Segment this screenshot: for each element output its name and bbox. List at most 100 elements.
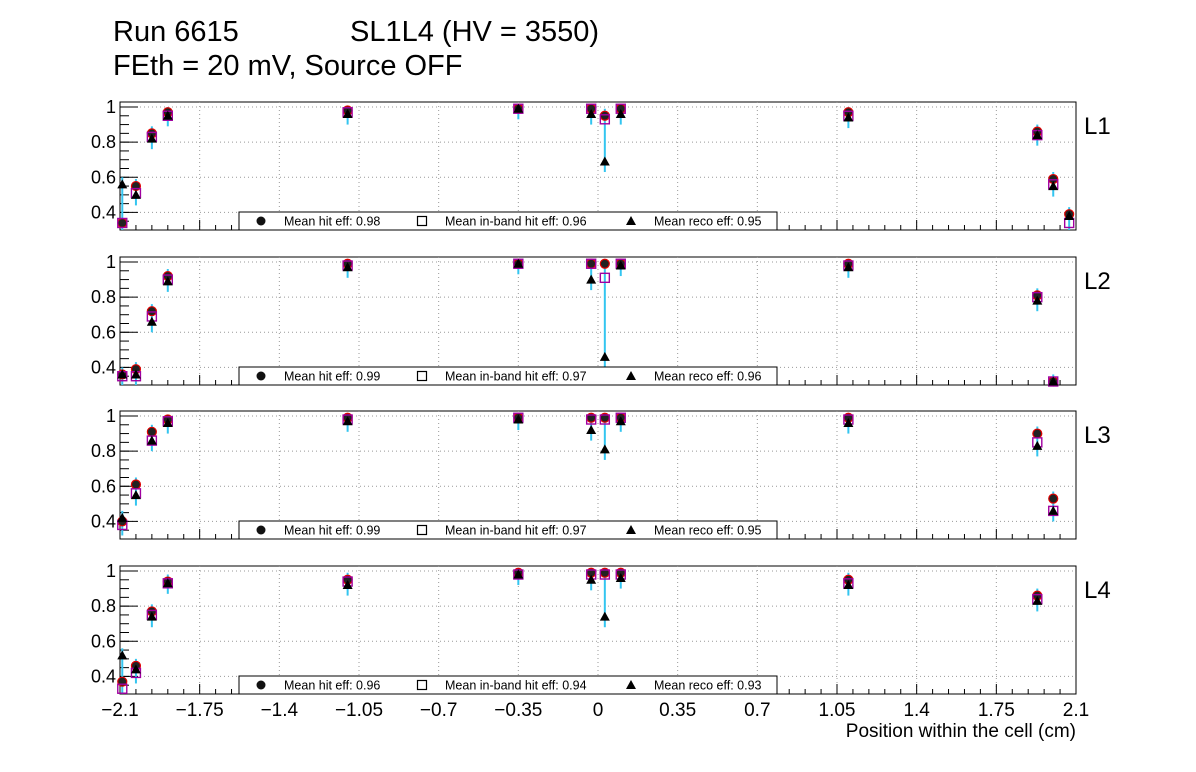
reco-eff-point <box>599 444 610 454</box>
hit-eff-point <box>599 110 610 121</box>
y-tick-label: 0.4 <box>91 202 116 222</box>
reco-eff-point <box>342 109 353 119</box>
reco-eff-point <box>130 369 141 379</box>
inband-eff-point <box>585 414 597 425</box>
reco-eff-point <box>162 418 173 428</box>
x-tick-label: −0.35 <box>494 700 542 721</box>
reco-eff-point <box>513 414 524 424</box>
reco-eff-point <box>1048 376 1059 386</box>
reco-eff-point <box>1032 440 1043 450</box>
reco-eff-point <box>146 611 157 621</box>
reco-eff-point <box>599 611 610 621</box>
y-tick-label: 0.6 <box>91 631 116 651</box>
run-title: Run 6615 <box>113 16 239 48</box>
x-tick-label: 1.75 <box>978 700 1015 721</box>
y-tick-label: 0.6 <box>91 476 116 496</box>
reco-eff-point <box>586 274 597 284</box>
reco-eff-point <box>586 574 597 584</box>
legend-entry: Mean reco eff: 0.96 <box>654 370 762 384</box>
x-tick-label: 0.35 <box>659 700 696 721</box>
panel-l3: 0.4 0.6 0.8 1 L3 Mean hit eff: 0.99 Mean in-ba… <box>91 406 1111 540</box>
inband-eff-point <box>585 258 597 269</box>
legend-box <box>238 211 778 231</box>
y-tick-label: 0.8 <box>91 287 116 307</box>
x-tick-label: 0 <box>593 700 604 721</box>
reco-eff-point <box>615 109 626 119</box>
reco-eff-point <box>513 103 524 113</box>
panel-label: L3 <box>1084 422 1111 449</box>
y-tick-label: 0.6 <box>91 322 116 342</box>
reco-eff-point <box>586 109 597 119</box>
legend-hit-marker <box>256 216 266 226</box>
legend-entry: Mean hit eff: 0.99 <box>284 370 380 384</box>
legend-inband-marker <box>416 524 428 536</box>
reco-eff-point <box>586 425 597 435</box>
legend-entry: Mean hit eff: 0.99 <box>284 524 380 538</box>
x-tick-label: 2.1 <box>1063 700 1089 721</box>
legend-inband-marker <box>416 679 428 691</box>
x-tick-label: −1.4 <box>261 700 299 721</box>
y-tick-label: 1 <box>106 252 116 272</box>
reco-eff-point <box>162 110 173 120</box>
panel-l4: 0.4 0.6 0.8 1 L4 Mean hit eff: 0.96 Mean in-ba… <box>91 561 1111 695</box>
hit-eff-point <box>586 258 597 269</box>
legend-entry: Mean hit eff: 0.96 <box>284 679 380 693</box>
x-tick-label: 1.05 <box>819 700 856 721</box>
y-tick-label: 1 <box>106 561 116 581</box>
x-tick-label: 0.7 <box>744 700 770 721</box>
reco-eff-point <box>843 262 854 272</box>
legend-box <box>238 520 778 540</box>
legend-inband-marker <box>416 370 428 382</box>
panel-l2: 0.4 0.6 0.8 1 L2 Mean hit eff: 0.99 Mean in-ba… <box>91 252 1111 387</box>
reco-eff-point <box>513 569 524 579</box>
legend-inband-marker <box>416 215 428 227</box>
conditions-title: FEth = 20 mV, Source OFF <box>113 50 463 82</box>
reco-eff-point <box>1064 210 1075 220</box>
legend-reco-marker <box>626 680 636 689</box>
reco-eff-point <box>615 416 626 426</box>
legend-box <box>238 675 778 695</box>
hit-eff-point <box>117 217 128 229</box>
inband-eff-point <box>117 217 128 229</box>
panel-label: L2 <box>1084 268 1111 295</box>
reco-eff-point <box>117 369 128 379</box>
inband-eff-point <box>599 114 611 125</box>
legend-entry: Mean in-band hit eff: 0.97 <box>445 524 587 538</box>
y-tick-label: 0.8 <box>91 132 116 152</box>
reco-eff-point <box>146 133 157 143</box>
reco-eff-point <box>615 260 626 270</box>
reco-eff-point <box>1048 181 1059 191</box>
legend-entry: Mean in-band hit eff: 0.94 <box>445 679 587 693</box>
reco-eff-point <box>342 262 353 272</box>
y-tick-label: 1 <box>106 97 116 117</box>
x-axis-label: Position within the cell (cm) <box>846 721 1076 742</box>
reco-eff-point <box>843 112 854 122</box>
reco-eff-point <box>513 258 524 268</box>
panel-label: L4 <box>1084 577 1111 604</box>
legend-entry: Mean in-band hit eff: 0.96 <box>445 215 587 229</box>
hit-eff-point <box>1048 493 1059 504</box>
reco-eff-point <box>843 418 854 428</box>
hit-eff-point <box>1032 428 1043 439</box>
legend-box <box>238 366 778 386</box>
legend-entry: Mean in-band hit eff: 0.97 <box>445 370 587 384</box>
reco-eff-point <box>599 351 610 361</box>
y-tick-label: 0.4 <box>91 511 116 531</box>
reco-eff-point <box>342 580 353 590</box>
inband-eff-point <box>599 569 611 580</box>
legend-reco-marker <box>626 525 636 534</box>
y-tick-label: 0.4 <box>91 357 116 377</box>
y-tick-label: 1 <box>106 406 116 426</box>
x-tick-label: −1.05 <box>335 700 383 721</box>
x-tick-label: −1.75 <box>176 700 224 721</box>
reco-eff-point <box>1048 505 1059 515</box>
legend-reco-marker <box>626 371 636 380</box>
reco-eff-point <box>146 435 157 445</box>
reco-eff-point <box>162 578 173 588</box>
hit-eff-point <box>146 306 157 317</box>
legend-entry: Mean reco eff: 0.95 <box>654 524 762 538</box>
reco-eff-point <box>1032 130 1043 140</box>
reco-eff-point <box>130 664 141 674</box>
chamber-title: SL1L4 (HV = 3550) <box>350 16 600 48</box>
